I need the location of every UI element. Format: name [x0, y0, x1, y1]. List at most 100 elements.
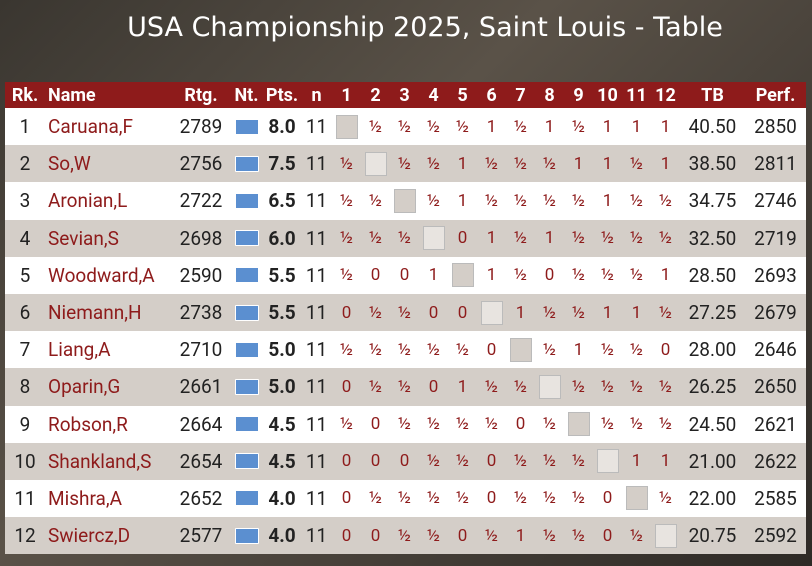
player-name[interactable]: Aronian,L — [48, 189, 128, 213]
result: 1 — [602, 190, 613, 211]
tiebreak: 24.50 — [688, 412, 737, 436]
self-box — [596, 449, 619, 474]
player-name[interactable]: Shankland,S — [48, 449, 152, 473]
player-name[interactable]: Swiercz,D — [48, 524, 131, 548]
player-name[interactable]: Caruana,F — [48, 115, 134, 139]
result: ½ — [600, 228, 615, 249]
rating: 2738 — [179, 301, 223, 325]
result: 0 — [370, 265, 381, 286]
result: ½ — [629, 190, 644, 211]
nation — [230, 443, 263, 480]
player-name[interactable]: Sevian,S — [48, 226, 119, 250]
points: 4.0 — [268, 524, 296, 548]
player-name[interactable]: So,W — [48, 152, 91, 176]
player-name[interactable]: Liang,A — [48, 338, 111, 362]
rating: 2710 — [179, 338, 223, 362]
result: 0 — [370, 451, 381, 472]
performance: 2719 — [754, 226, 797, 250]
result: 0 — [515, 414, 526, 435]
rating: 2661 — [179, 375, 223, 399]
result: ½ — [339, 228, 354, 249]
self-box — [480, 300, 503, 325]
result: 1 — [631, 302, 642, 323]
result: 0 — [457, 525, 468, 546]
games: 11 — [305, 375, 328, 399]
player-row: 8 Oparin,G 2661 5.0 11 0 ½ ½ 0 1 ½ ½ ½ ½ ½ ½ 26.25 2650 — [5, 368, 806, 406]
result: ½ — [368, 302, 383, 323]
rating: 2789 — [179, 115, 223, 139]
points: 5.0 — [268, 375, 296, 399]
self-box — [422, 226, 445, 251]
tiebreak: 38.50 — [688, 152, 737, 176]
self-box — [625, 486, 648, 511]
player-name[interactable]: Mishra,A — [48, 486, 123, 510]
self-box — [364, 151, 387, 176]
page-title: USA Championship 2025, Saint Louis - Tab… — [127, 12, 723, 43]
result: 1 — [486, 265, 497, 286]
nation — [230, 331, 263, 368]
result: ½ — [658, 302, 673, 323]
result: 0 — [341, 488, 352, 509]
points: 5.0 — [268, 338, 296, 362]
games: 11 — [305, 524, 328, 548]
flag-icon — [234, 230, 259, 247]
rank: 1 — [19, 115, 31, 139]
player-name[interactable]: Robson,R — [48, 412, 128, 436]
result: 1 — [457, 190, 468, 211]
self-box — [567, 412, 590, 437]
result: ½ — [542, 488, 557, 509]
rank: 9 — [19, 412, 31, 436]
points: 5.5 — [268, 301, 296, 325]
column-header: 7 — [515, 84, 526, 106]
self-cell — [593, 443, 622, 480]
result: ½ — [629, 525, 644, 546]
result: 0 — [370, 414, 381, 435]
result: 1 — [602, 302, 613, 323]
result: ½ — [455, 116, 470, 137]
rank: 8 — [19, 375, 31, 399]
player-name[interactable]: Niemann,H — [48, 301, 142, 325]
result: ½ — [571, 525, 586, 546]
column-header: 10 — [597, 84, 618, 106]
result: ½ — [542, 153, 557, 174]
result: 0 — [399, 451, 410, 472]
column-header: 2 — [370, 84, 381, 106]
self-box — [393, 188, 416, 213]
rank: 10 — [14, 449, 36, 473]
result: 1 — [428, 265, 439, 286]
result: 0 — [660, 339, 671, 360]
column-header: Nt. — [234, 84, 259, 106]
player-row: 1 Caruana,F 2789 8.0 11 ½ ½ ½ ½ 1 ½ 1 ½ 1 1 1 40.50 2850 — [5, 108, 806, 146]
result: 0 — [602, 488, 613, 509]
result: 1 — [660, 451, 671, 472]
result: 1 — [515, 302, 526, 323]
self-cell — [651, 517, 680, 554]
nation — [230, 108, 263, 145]
nation — [230, 406, 263, 443]
player-row: 3 Aronian,L 2722 6.5 11 ½ ½ ½ 1 ½ ½ ½ ½ 1 ½ ½ 34.75 2746 — [5, 182, 806, 220]
self-cell — [332, 108, 361, 145]
tiebreak: 21.00 — [688, 449, 737, 473]
points: 6.5 — [268, 189, 296, 213]
result: ½ — [455, 451, 470, 472]
performance: 2679 — [754, 301, 797, 325]
column-header: Perf. — [755, 84, 796, 106]
player-name[interactable]: Woodward,A — [48, 263, 155, 287]
result: ½ — [397, 339, 412, 360]
result: ½ — [571, 116, 586, 137]
tiebreak: 20.75 — [688, 524, 737, 548]
player-name[interactable]: Oparin,G — [48, 375, 121, 399]
result: 1 — [602, 116, 613, 137]
flag-icon — [234, 453, 259, 470]
nation — [230, 517, 263, 554]
games: 11 — [305, 301, 328, 325]
self-cell — [448, 257, 477, 294]
result: ½ — [571, 376, 586, 397]
result: ½ — [513, 488, 528, 509]
column-header: Rk. — [11, 84, 39, 106]
rank: 6 — [19, 301, 31, 325]
column-header: 8 — [544, 84, 555, 106]
result: ½ — [513, 451, 528, 472]
result: 1 — [457, 153, 468, 174]
